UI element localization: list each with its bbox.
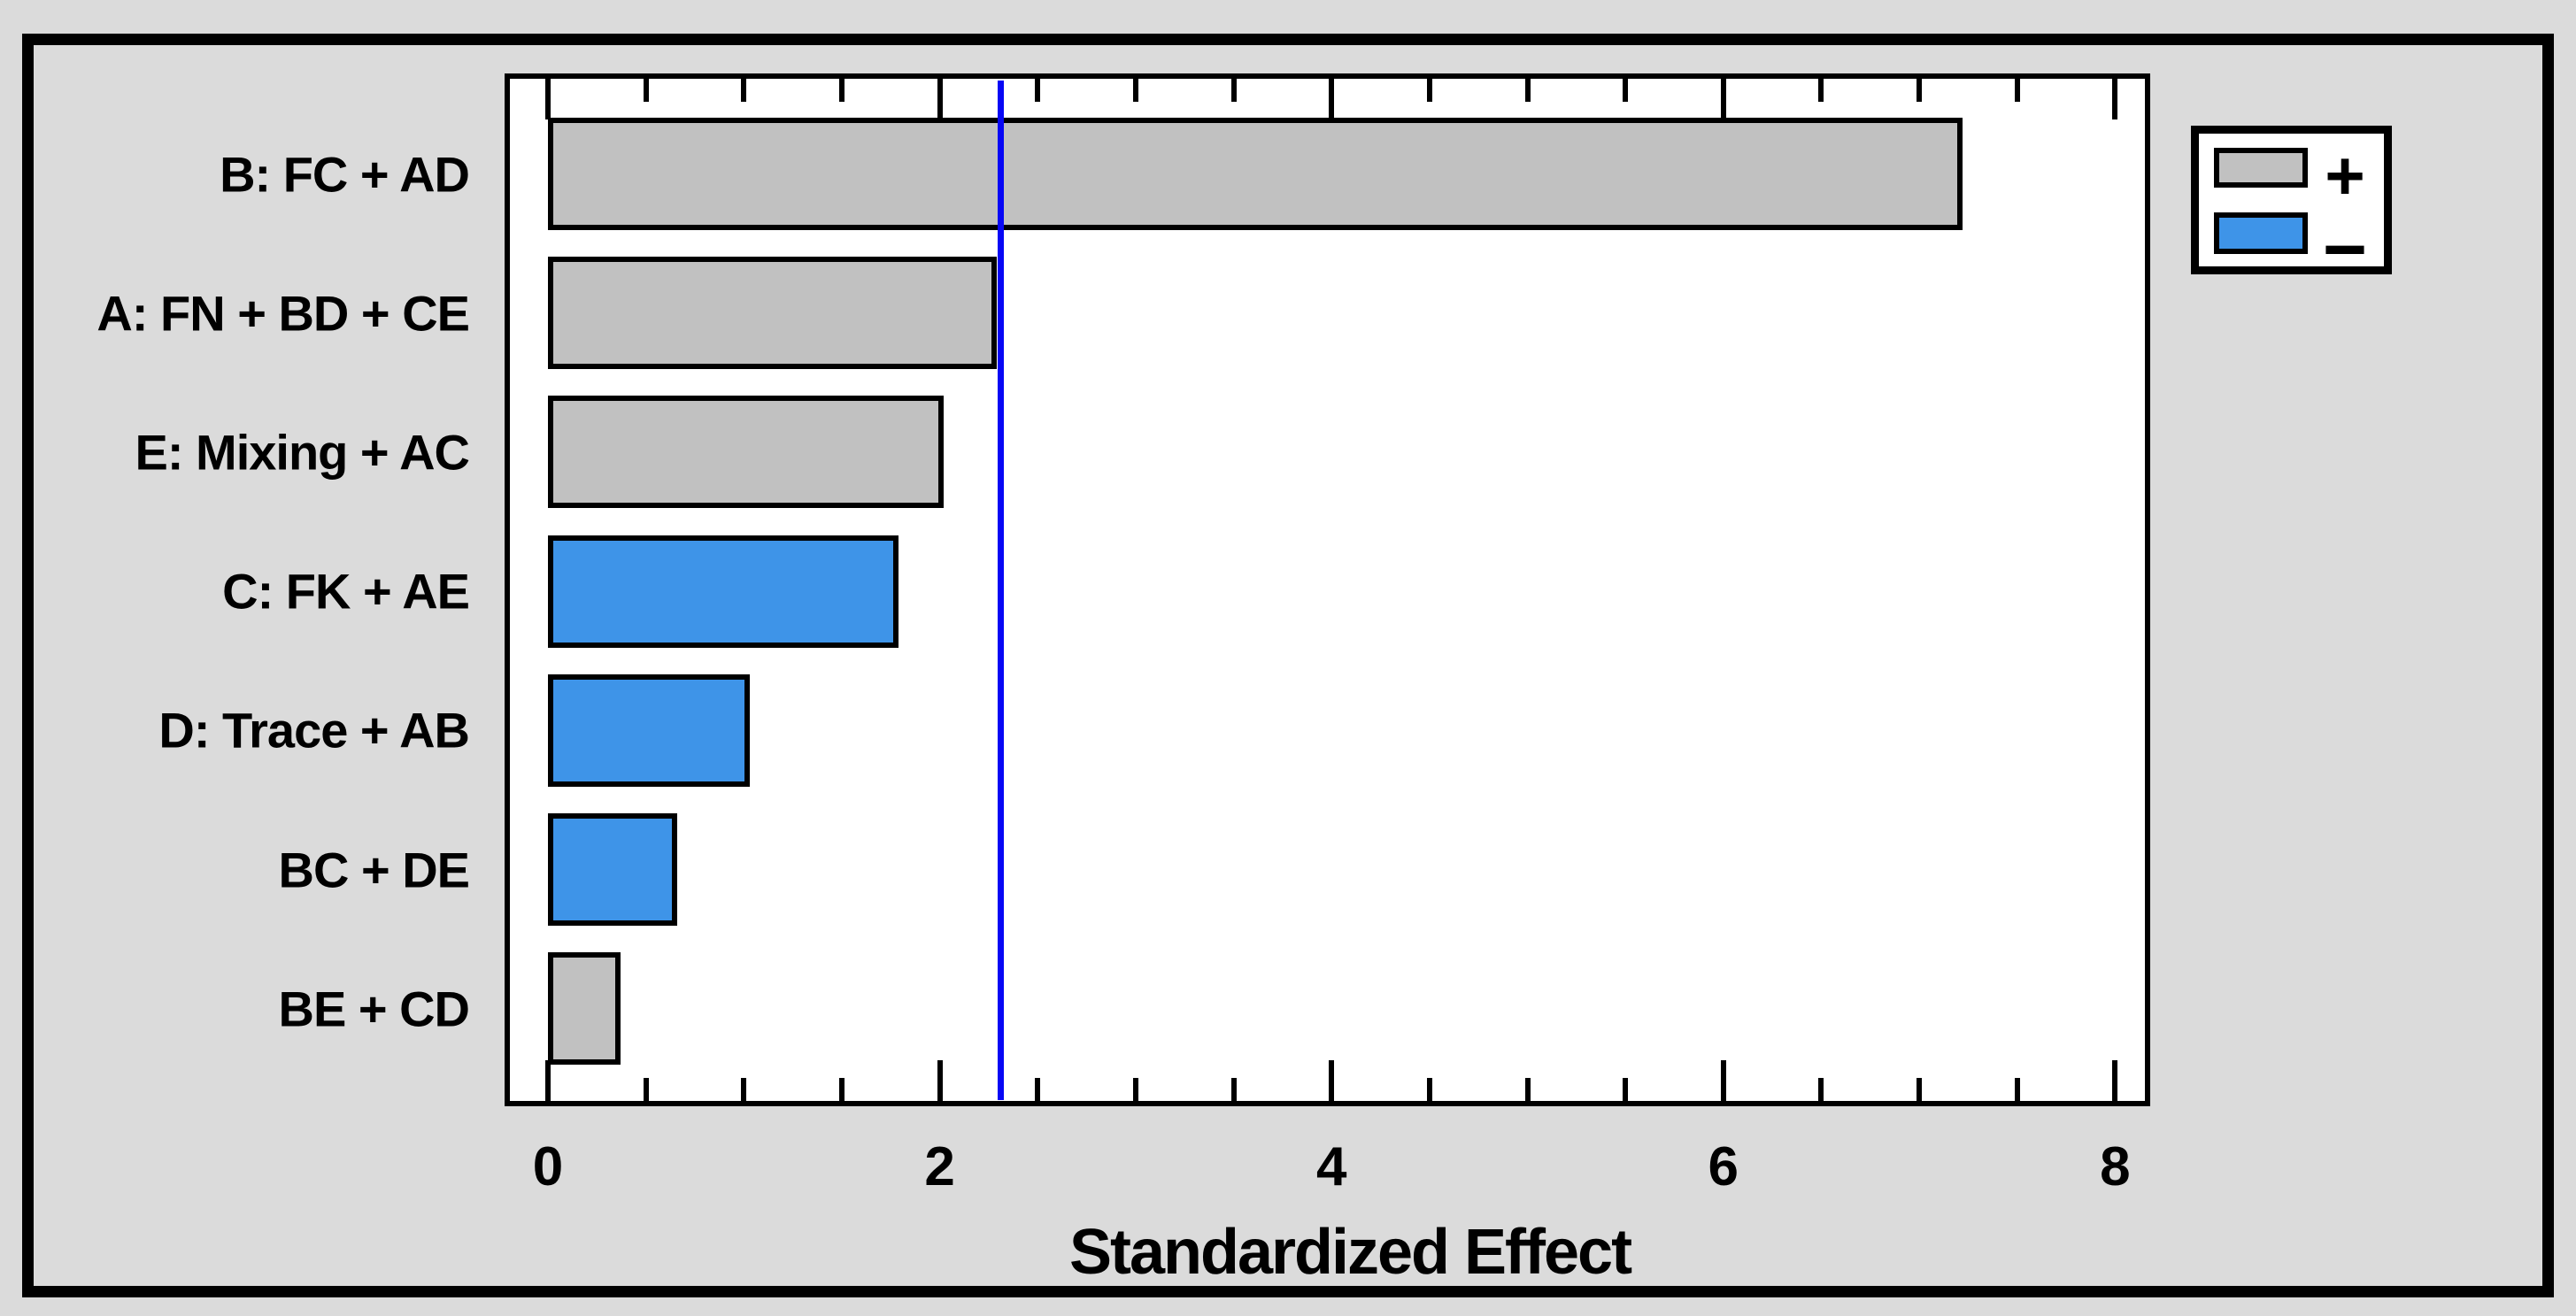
bar-e-mixing-ac	[548, 396, 945, 509]
x-tick-minor-top-7	[1917, 79, 1923, 102]
x-tick-minor-bottom-5	[1524, 1078, 1531, 1101]
chart-frame	[22, 34, 2554, 1297]
plot-area	[505, 73, 2150, 1106]
bar-b-fc-ad	[548, 118, 1963, 230]
x-tick-minor-bottom-3	[1132, 1078, 1138, 1101]
x-tick-major-bottom-6	[1720, 1060, 1726, 1101]
x-tick-label: 2	[924, 1136, 955, 1197]
x-tick-label: 0	[532, 1136, 564, 1197]
x-tick-minor-top-3	[1132, 79, 1138, 102]
y-label: E: Mixing + AC	[135, 424, 470, 481]
x-tick-minor-bottom-6.5	[1818, 1078, 1824, 1101]
x-tick-major-bottom-2	[937, 1060, 943, 1101]
y-label: C: FK + AE	[222, 563, 470, 620]
x-tick-major-bottom-4	[1329, 1060, 1335, 1101]
bar-bc-de	[548, 813, 678, 926]
legend-positive-label: +	[2325, 136, 2365, 214]
x-tick-minor-top-2.5	[1035, 79, 1041, 102]
x-tick-minor-bottom-7	[1917, 1078, 1923, 1101]
x-tick-minor-bottom-3.5	[1230, 1078, 1237, 1101]
x-tick-label: 4	[1315, 1136, 1347, 1197]
x-tick-minor-bottom-0.5	[643, 1078, 649, 1101]
y-label: A: FN + BD + CE	[96, 285, 470, 342]
x-tick-major-bottom-8	[2112, 1060, 2118, 1101]
y-label: BC + DE	[278, 842, 470, 897]
x-tick-minor-bottom-4.5	[1426, 1078, 1432, 1101]
x-tick-minor-bottom-1.5	[838, 1078, 845, 1101]
x-tick-minor-top-5.5	[1623, 79, 1629, 102]
x-tick-label: 8	[2100, 1136, 2131, 1197]
legend-negative-swatch	[2214, 212, 2308, 254]
x-tick-minor-top-6.5	[1818, 79, 1824, 102]
legend: + −	[2191, 126, 2392, 288]
x-tick-minor-bottom-5.5	[1623, 1078, 1629, 1101]
x-tick-minor-top-3.5	[1230, 79, 1237, 102]
bar-c-fk-ae	[548, 535, 899, 648]
x-tick-major-top-0	[545, 79, 551, 119]
x-tick-minor-bottom-1	[741, 1078, 747, 1101]
y-label: D: Trace + AB	[158, 702, 470, 758]
x-tick-label: 6	[1708, 1136, 1739, 1197]
x-tick-minor-top-7.5	[2014, 79, 2020, 102]
bar-a-fn-bd-ce	[548, 257, 997, 370]
x-axis-title: Standardized Effect	[1068, 1217, 1632, 1288]
x-tick-minor-bottom-7.5	[2014, 1078, 2020, 1101]
x-tick-major-bottom-0	[545, 1060, 551, 1101]
x-tick-major-top-4	[1329, 79, 1335, 119]
x-tick-minor-top-5	[1524, 79, 1531, 102]
x-tick-major-top-8	[2112, 79, 2118, 119]
x-tick-minor-top-4.5	[1426, 79, 1432, 102]
x-tick-minor-top-0.5	[643, 79, 649, 102]
x-tick-major-top-2	[937, 79, 943, 119]
reference-line	[998, 81, 1005, 1100]
y-label: B: FC + AD	[220, 146, 470, 202]
x-tick-minor-bottom-2.5	[1035, 1078, 1041, 1101]
legend-negative-label: −	[2322, 207, 2368, 292]
x-tick-major-top-6	[1720, 79, 1726, 119]
bar-d-trace-ab	[548, 673, 750, 787]
bar-be-cd	[548, 952, 621, 1066]
x-tick-minor-top-1.5	[838, 79, 845, 102]
x-tick-minor-top-1	[741, 79, 747, 102]
y-axis-labels: B: FC + AD A: FN + BD + CE E: Mixing + AC C…	[0, 73, 470, 1106]
y-label: BE + CD	[278, 981, 470, 1037]
legend-positive-swatch	[2214, 148, 2308, 188]
